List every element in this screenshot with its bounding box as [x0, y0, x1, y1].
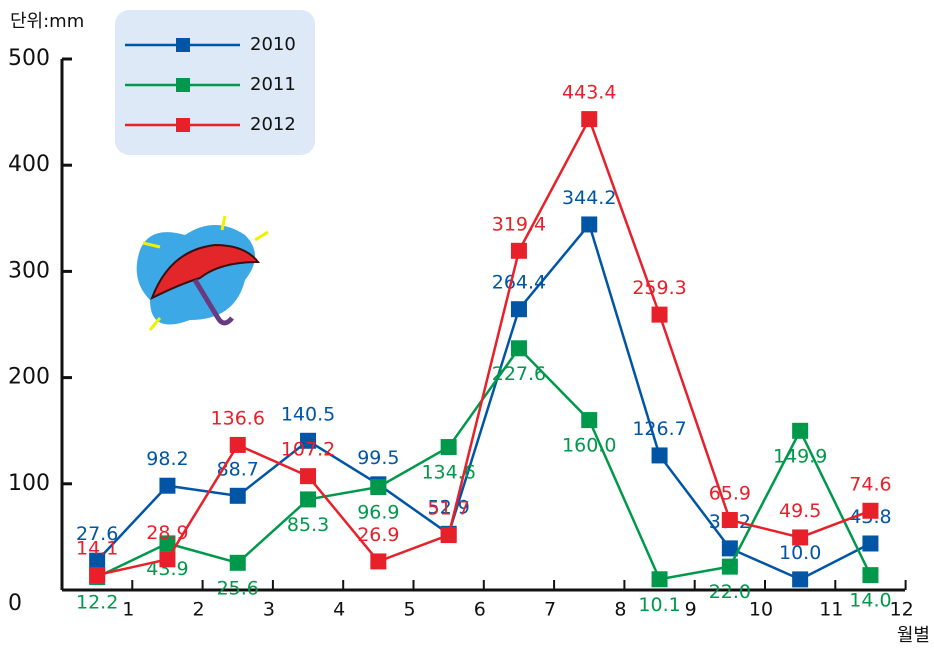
data-point: [721, 558, 738, 575]
y-tick-label: 300: [8, 258, 50, 283]
x-tick-label: 12: [890, 599, 914, 621]
series-line: [96, 346, 872, 581]
value-label: 259.3: [632, 277, 686, 299]
y-tick-label: 200: [8, 365, 50, 390]
legend-marker: [176, 118, 190, 132]
data-point: [300, 468, 317, 485]
x-tick-label: 6: [474, 599, 486, 621]
legend-marker: [176, 38, 190, 52]
value-label: 443.4: [562, 82, 616, 104]
data-point: [581, 111, 598, 128]
x-tick-label: 10: [749, 599, 773, 621]
x-tick-label: 4: [333, 599, 345, 621]
data-point: [862, 502, 879, 519]
data-point: [792, 422, 809, 439]
value-label: 14.0: [849, 590, 891, 612]
value-label: 25.6: [217, 577, 259, 599]
value-label: 136.6: [211, 407, 265, 429]
x-tick-label: 8: [614, 599, 626, 621]
value-label: 26.9: [357, 524, 399, 546]
value-label: 134.6: [421, 462, 475, 484]
x-tick-label: 2: [193, 599, 205, 621]
data-point: [510, 340, 527, 357]
value-label: 149.9: [773, 445, 827, 467]
data-point: [229, 554, 246, 571]
data-point: [159, 477, 176, 494]
x-tick-label: 7: [544, 599, 556, 621]
value-label: 99.5: [357, 447, 399, 469]
legend-marker: [176, 78, 190, 92]
value-label: 98.2: [146, 448, 188, 470]
data-point: [651, 306, 668, 323]
value-label: 28.9: [146, 522, 188, 544]
unit-label: 단위:mm: [10, 11, 84, 32]
data-point: [159, 535, 176, 552]
value-label: 160.0: [562, 435, 616, 457]
value-label: 10.0: [779, 542, 821, 564]
data-point: [229, 487, 246, 504]
y-tick-label: 0: [8, 591, 22, 616]
y-tick-label: 400: [8, 152, 50, 177]
legend-label: 2011: [250, 74, 296, 95]
data-point: [300, 491, 317, 508]
value-label: 52.9: [427, 496, 469, 518]
data-point: [89, 567, 106, 584]
data-point: [581, 216, 598, 233]
series-line: [96, 116, 871, 577]
data-point: [862, 535, 879, 552]
value-label: 10.1: [638, 594, 680, 616]
value-label: 49.5: [779, 500, 821, 522]
legend-label: 2012: [250, 114, 296, 135]
data-point: [510, 301, 527, 318]
series-line: [96, 221, 872, 581]
value-label: 14.1: [76, 538, 118, 560]
data-point: [89, 552, 106, 569]
data-point: [581, 412, 598, 429]
legend-label: 2010: [250, 34, 296, 55]
data-point: [370, 553, 387, 570]
value-label: 27.6: [76, 523, 118, 545]
data-point: [300, 432, 317, 449]
value-label: 85.3: [287, 514, 329, 536]
data-point: [651, 571, 668, 588]
y-tick-label: 100: [8, 471, 50, 496]
x-tick-label: 1: [122, 599, 134, 621]
data-point: [862, 567, 879, 584]
umbrella-icon: [136, 215, 269, 331]
value-label: 12.2: [76, 592, 118, 614]
value-label: 344.2: [562, 187, 616, 209]
data-point: [510, 242, 527, 259]
value-label: 22.0: [709, 581, 751, 603]
data-point: [440, 439, 457, 456]
x-axis-label: 월별: [897, 625, 930, 646]
value-label: 51.7: [427, 498, 469, 520]
value-label: 65.9: [709, 483, 751, 505]
data-point: [721, 512, 738, 529]
x-tick-label: 9: [685, 599, 697, 621]
data-point: [370, 479, 387, 496]
value-label: 319.4: [492, 213, 546, 235]
value-label: 107.2: [281, 439, 335, 461]
value-label: 227.6: [492, 363, 546, 385]
data-point: [651, 447, 668, 464]
value-label: 74.6: [849, 473, 891, 495]
y-tick-label: 500: [8, 46, 50, 71]
x-tick-label: 3: [263, 599, 275, 621]
x-tick-label: 5: [403, 599, 415, 621]
value-label: 264.4: [492, 272, 546, 294]
value-label: 96.9: [357, 502, 399, 524]
value-label: 43.9: [146, 558, 188, 580]
data-point: [721, 540, 738, 557]
data-point: [792, 529, 809, 546]
data-point: [159, 551, 176, 568]
data-point: [440, 527, 457, 544]
data-point: [792, 571, 809, 588]
x-tick-label: 11: [819, 599, 843, 621]
data-point: [229, 436, 246, 453]
value-label: 126.7: [632, 418, 686, 440]
value-label: 140.5: [281, 403, 335, 425]
